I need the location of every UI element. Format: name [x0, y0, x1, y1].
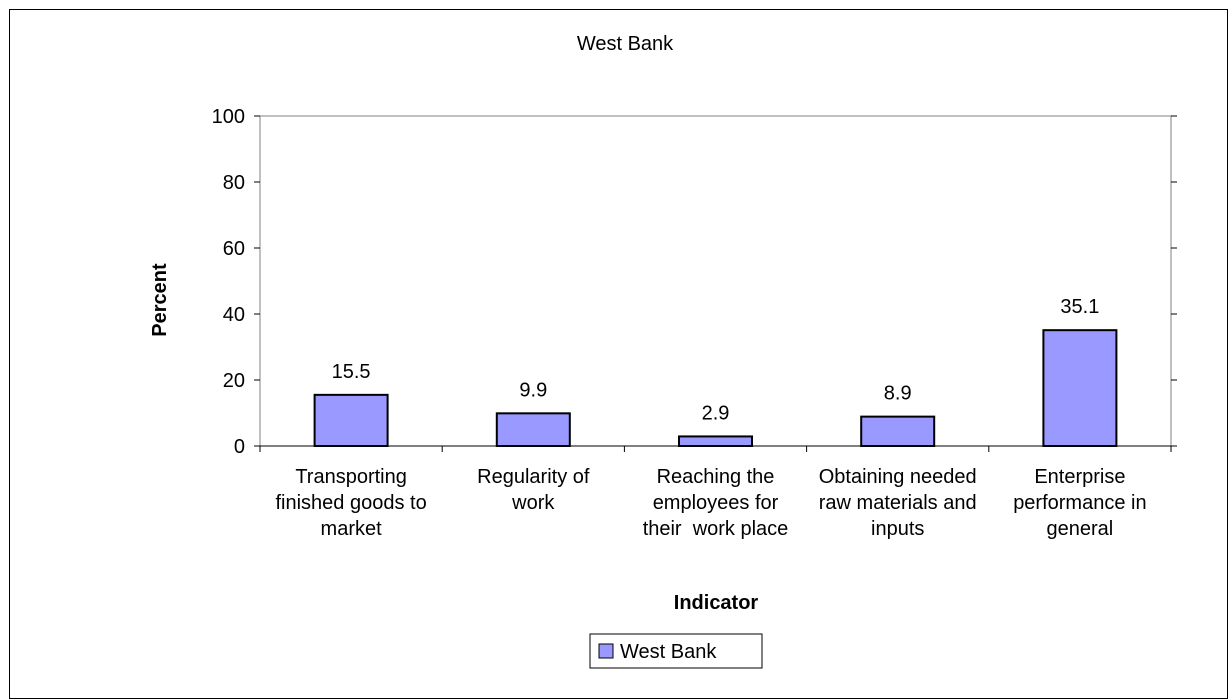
chart-title: West Bank	[577, 33, 674, 55]
category-label: raw materials and	[819, 492, 977, 514]
y-tick-label: 100	[212, 106, 245, 128]
data-label: 8.9	[884, 383, 912, 405]
data-label: 35.1	[1060, 296, 1099, 318]
category-label: Enterprise	[1034, 466, 1125, 488]
bar	[678, 435, 753, 447]
secondary-y-ticks	[1171, 115, 1177, 447]
y-tick-label: 40	[223, 304, 245, 326]
legend-label: West Bank	[620, 641, 717, 663]
y-axis: 0 20 40 60 80 100	[212, 106, 260, 458]
bar	[1042, 329, 1118, 448]
y-tick-label: 80	[223, 172, 245, 194]
category-label: inputs	[871, 518, 924, 540]
chart-frame	[9, 9, 1228, 699]
category-label: employees for	[653, 492, 779, 514]
y-axis-title: Percent	[149, 263, 171, 337]
bar	[860, 415, 936, 448]
legend: West Bank	[589, 633, 763, 669]
legend-box	[589, 633, 763, 669]
data-labels: 15.5 9.9 2.9 8.9 35.1	[332, 296, 1100, 424]
plot-area	[259, 115, 1172, 447]
y-tick-label: 20	[223, 370, 245, 392]
data-label: 9.9	[519, 379, 547, 401]
category-label: finished goods to	[275, 492, 426, 514]
category-label: Obtaining needed	[819, 466, 977, 488]
bar	[495, 412, 571, 447]
category-label: Regularity of	[477, 466, 590, 488]
category-label: Reaching the	[657, 466, 775, 488]
category-label: market	[321, 518, 383, 540]
y-tick-label: 60	[223, 238, 245, 260]
category-labels: Transporting finished goods to market Regul…	[275, 466, 1146, 540]
category-label: general	[1047, 518, 1114, 540]
category-label: work	[511, 492, 555, 514]
category-label: performance in	[1013, 492, 1146, 514]
bar	[313, 393, 389, 448]
legend-swatch	[598, 643, 614, 659]
x-axis-title: Indicator	[674, 592, 759, 614]
data-label: 15.5	[332, 361, 371, 383]
category-label: their work place	[643, 518, 789, 540]
data-label: 2.9	[702, 402, 730, 424]
y-tick-label: 0	[234, 436, 245, 458]
bars	[313, 329, 1118, 448]
category-label: Transporting	[295, 466, 407, 488]
